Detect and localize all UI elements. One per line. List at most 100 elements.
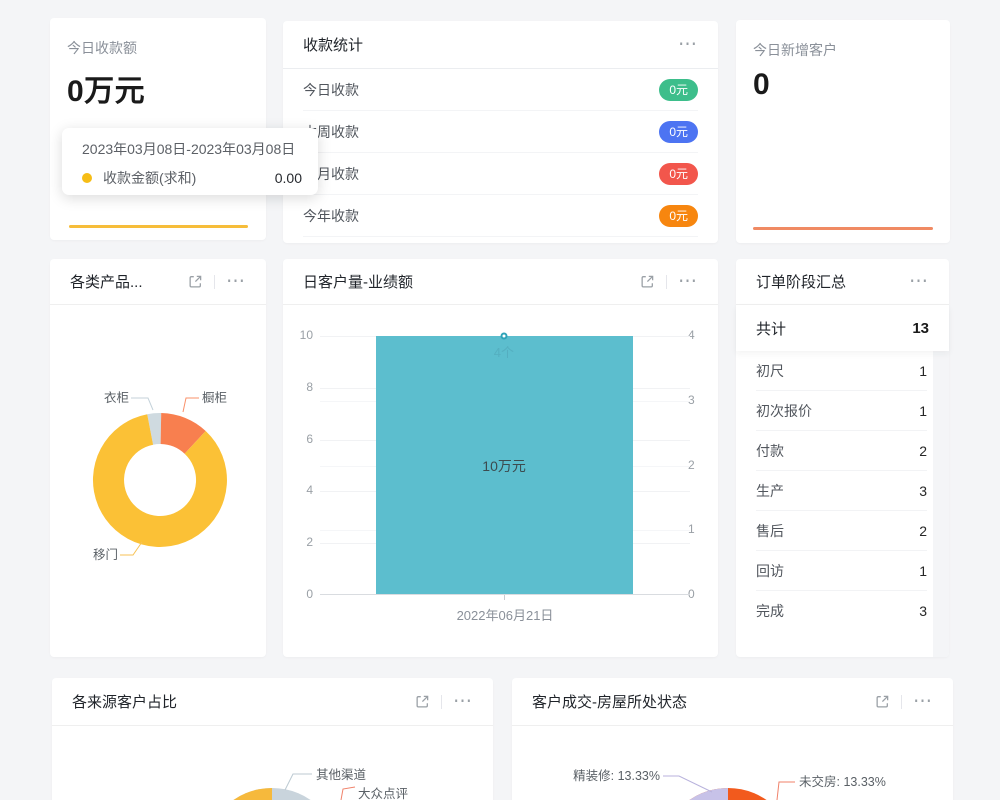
order-stage-count: 3 [919,482,927,499]
pie-label-weijiaofang: 未交房: 13.33% [799,774,886,789]
deal-status-pie-chart: 精装修: 13.33% 未交房: 13.33% [573,768,886,800]
order-stage-card: 订单阶段汇总 ⋯ 共计 13 初尺 1 初次报价 1 付款 2 生产 [736,259,949,657]
order-stage-label: 初次报价 [756,402,812,419]
label-line-weijiaofang [776,781,795,800]
slice-label-chugui: 橱柜 [202,391,227,405]
donut-chart: 衣柜 橱柜 移门 [92,390,227,562]
order-stage-row: 生产 3 [756,471,927,511]
pie-slice-jingzhuangxiu[interactable] [660,788,728,800]
expand-button[interactable] [875,694,890,709]
expand-icon [876,695,889,708]
left-axis-tick: 8 [306,380,313,394]
header-divider [214,274,215,289]
more-menu-button[interactable]: ⋯ [226,270,246,292]
left-axis-tick: 4 [306,483,313,497]
source-pie-chart: 其他渠道 大众点评 [204,768,408,800]
expand-button[interactable] [640,274,655,289]
revenue-bar[interactable]: 10万元 [375,336,633,595]
order-stage-label: 初尺 [756,362,784,379]
card-title: 收款统计 [303,37,364,54]
right-axis-tick: 2 [688,458,695,472]
card-header: 收款统计 ⋯ [283,21,718,69]
card-header: 各来源客户占比 ⋯ [52,678,493,726]
order-stage-count: 3 [919,603,927,619]
kpi-value: 0万元 [67,75,146,108]
donut-slice-yigui[interactable] [147,412,162,445]
amount-badge-orange: 0元 [659,204,698,227]
label-line-chugui [182,397,199,413]
pie-label-dianping: 大众点评 [358,787,408,800]
card-header: 日客户量-业绩额 ⋯ [283,259,718,305]
stat-row-week: 本周收款 0元 [303,111,698,153]
point-value-label: 4个 [493,345,514,360]
card-title: 订单阶段汇总 [756,274,847,291]
stats-list: 今日收款 0元 本周收款 0元 本月收款 0元 今年收款 0元 [283,69,718,237]
kpi-label: 今日收款额 [67,40,137,56]
order-stage-label: 付款 [756,442,784,459]
slice-label-yigui: 衣柜 [104,390,129,405]
label-line-dianping [340,786,356,800]
more-menu-button[interactable]: ⋯ [913,690,933,712]
stat-label: 本月收款 [303,165,359,182]
order-stage-count: 1 [919,402,927,419]
daily-bar-chart-card: 日客户量-业绩额 ⋯ 10 8 6 4 2 0 [283,259,718,657]
label-line-yimen [120,541,143,556]
stat-label: 今日收款 [303,81,359,98]
card-header: 订单阶段汇总 ⋯ [736,259,949,305]
trend-line-flat[interactable] [753,227,933,230]
order-stage-label: 完成 [756,603,784,619]
product-donut-card: 各类产品... ⋯ 衣柜 橱柜 移门 [50,259,266,657]
card-title: 各类产品... [70,274,143,291]
amount-badge-blue: 0元 [659,120,698,143]
stat-label: 今年收款 [303,207,359,224]
header-divider [441,694,442,709]
more-menu-button[interactable]: ⋯ [453,690,473,712]
collection-stats-card: 收款统计 ⋯ 今日收款 0元 本周收款 0元 本月收款 0元 今年收款 0元 [283,21,718,243]
card-header: 客户成交-房屋所处状态 ⋯ [512,678,953,726]
order-stage-list: 初尺 1 初次报价 1 付款 2 生产 3 售后 2 回访 1 [736,351,949,631]
order-total-row: 共计 13 [736,305,949,351]
bar-value-label: 10万元 [482,457,526,474]
label-line-yigui [131,397,154,411]
scrollbar-track[interactable] [933,351,949,657]
expand-icon [416,695,429,708]
pie-slice-left[interactable] [204,788,272,800]
expand-button[interactable] [415,694,430,709]
x-axis-line [320,594,690,595]
order-stage-row: 完成 3 [756,591,927,631]
kpi-label: 今日新增客户 [753,42,837,58]
bar-chart-area: 10 8 6 4 2 0 4 3 2 1 0 10万元 [283,305,718,657]
order-stage-count: 13 [912,319,929,337]
donut-slice-chugui[interactable] [160,413,206,454]
order-stage-row: 回访 1 [756,551,927,591]
right-axis-tick: 4 [688,328,695,342]
order-stage-label: 回访 [756,562,784,579]
order-stage-label: 生产 [756,482,784,499]
line-point-marker[interactable] [500,332,508,340]
expand-icon [189,275,202,288]
stat-row-year: 今年收款 0元 [303,195,698,237]
right-axis-tick: 1 [688,522,695,536]
expand-button[interactable] [188,274,203,289]
label-line-jingzhuangxiu [663,775,713,793]
left-axis-tick: 0 [306,587,313,601]
slice-label-yimen: 移门 [93,547,118,562]
more-menu-button[interactable]: ⋯ [909,270,929,292]
card-header: 各类产品... ⋯ [50,259,266,305]
order-stage-count: 2 [919,522,927,539]
order-stage-count: 1 [919,362,927,379]
more-menu-button[interactable]: ⋯ [678,270,698,292]
left-axis-tick: 2 [306,535,313,549]
donut-slice-yimen[interactable] [92,414,227,547]
order-stage-row: 售后 2 [756,511,927,551]
customer-source-pie-card: 各来源客户占比 ⋯ 其他渠道 大众点评 [52,678,493,800]
pie-label-other-channel: 其他渠道 [316,768,367,782]
more-menu-button[interactable]: ⋯ [678,33,698,55]
order-stage-row: 初次报价 1 [756,391,927,431]
header-divider [666,274,667,289]
amount-badge-red: 0元 [659,162,698,185]
trend-line-flat[interactable] [69,225,248,228]
stat-row-month: 本月收款 0元 [303,153,698,195]
label-line-other-channel [284,773,312,791]
